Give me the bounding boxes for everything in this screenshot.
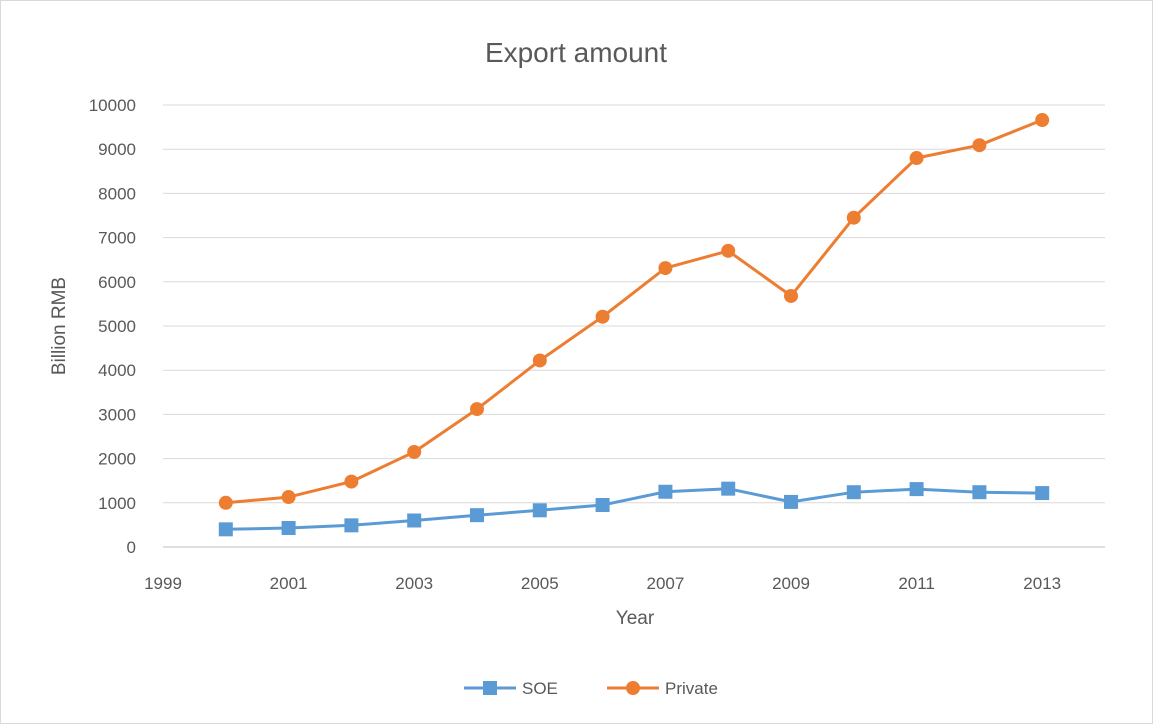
x-axis-ticks: 1999 2001 2003 2005 2007 2009 2011 2013	[144, 574, 1061, 593]
series-line-soe	[224, 487, 1044, 531]
x-axis-title: Year	[616, 608, 655, 629]
data-point-soe	[784, 494, 798, 509]
data-point-soe	[407, 513, 422, 528]
x-tick-label: 2001	[270, 574, 308, 593]
data-point-private	[344, 474, 359, 489]
data-point-private	[972, 138, 987, 153]
x-tick-label: 1999	[144, 574, 182, 593]
chart-title: Export amount	[485, 37, 667, 68]
data-point-private	[721, 243, 736, 258]
series-layer	[218, 113, 1050, 537]
data-point-private	[1035, 113, 1050, 128]
y-tick-label: 5000	[98, 317, 136, 336]
gridlines	[163, 104, 1105, 504]
data-point-soe	[846, 485, 861, 500]
x-tick-label: 2007	[646, 574, 684, 593]
y-tick-label: 10000	[89, 96, 136, 115]
data-point-soe	[972, 485, 987, 500]
data-point-private	[784, 288, 798, 303]
data-point-private	[470, 402, 484, 417]
y-tick-label: 9000	[98, 140, 136, 159]
legend-marker-soe	[483, 681, 497, 695]
y-tick-label: 3000	[98, 405, 136, 424]
data-point-private	[281, 490, 296, 505]
y-tick-label: 8000	[98, 184, 136, 203]
y-tick-label: 0	[127, 538, 136, 557]
data-point-private	[846, 210, 861, 225]
series-line-private	[224, 118, 1044, 505]
y-tick-label: 7000	[98, 229, 136, 248]
y-axis-title: Billion RMB	[49, 277, 70, 375]
legend: SOE Private	[464, 679, 718, 698]
legend-marker-private	[626, 681, 640, 695]
data-point-soe	[721, 481, 736, 496]
data-point-soe	[595, 498, 610, 513]
x-tick-label: 2013	[1023, 574, 1061, 593]
y-tick-label: 6000	[98, 273, 136, 292]
data-point-private	[532, 353, 547, 368]
data-point-private	[407, 444, 422, 459]
data-point-soe	[470, 508, 484, 523]
legend-label-private: Private	[665, 679, 718, 698]
data-point-soe	[281, 520, 296, 535]
x-tick-label: 2003	[395, 574, 433, 593]
y-tick-label: 4000	[98, 361, 136, 380]
data-point-soe	[909, 482, 924, 497]
x-tick-label: 2005	[521, 574, 559, 593]
data-point-soe	[532, 503, 547, 518]
data-point-private	[909, 151, 924, 166]
data-point-private	[658, 261, 673, 276]
y-tick-label: 2000	[98, 450, 136, 469]
x-tick-label: 2011	[898, 574, 935, 593]
data-point-soe	[1035, 486, 1050, 501]
data-point-private	[595, 309, 610, 324]
y-tick-label: 1000	[98, 494, 136, 513]
data-point-soe	[344, 518, 359, 533]
data-point-soe	[218, 522, 233, 537]
y-axis-ticks: 0 1000 2000 3000 4000 5000 6000 7000 8000 9000 100…	[89, 96, 136, 557]
data-point-soe	[658, 484, 673, 499]
data-point-private	[218, 495, 233, 510]
x-tick-label: 2009	[772, 574, 810, 593]
legend-label-soe: SOE	[522, 679, 558, 698]
